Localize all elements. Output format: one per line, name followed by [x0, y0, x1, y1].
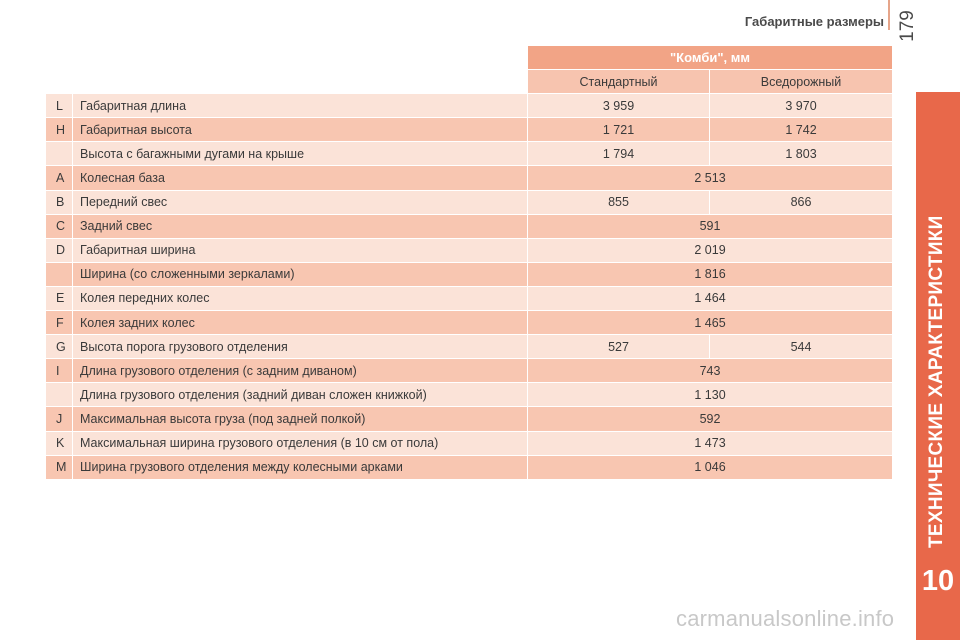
row-code: L [45, 93, 73, 119]
row-code: K [45, 430, 73, 456]
row-label: Задний свес [72, 213, 528, 239]
row-label: Габаритная длина [72, 93, 528, 119]
row-code [45, 382, 73, 408]
row-value-standard: 527 [527, 334, 710, 360]
table-row: L Габаритная длина 3 959 3 970 [45, 93, 893, 119]
table-row: G Высота порога грузового отделения 527 544 [45, 334, 893, 360]
column-header-standard: Стандартный [527, 69, 710, 95]
row-value-offroad: 866 [709, 189, 893, 215]
table-row: H Габаритная высота 1 721 1 742 [45, 117, 893, 143]
row-value-offroad: 1 803 [709, 141, 893, 167]
row-label: Передний свес [72, 189, 528, 215]
table-column-header-row: Стандартный Вседорожный [45, 69, 893, 95]
column-header-offroad: Вседорожный [709, 69, 893, 95]
row-label: Длина грузового отделения (с задним дива… [72, 358, 528, 384]
row-code: M [45, 454, 73, 480]
table-row: Ширина (со сложенными зеркалами) 1 816 [45, 261, 893, 287]
row-code [45, 261, 73, 287]
row-label: Ширина (со сложенными зеркалами) [72, 261, 528, 287]
row-label: Высота с багажными дугами на крыше [72, 141, 528, 167]
table-row: E Колея передних колес 1 464 [45, 285, 893, 312]
table-row: C Задний свес 591 [45, 213, 893, 239]
row-label: Колесная база [72, 165, 528, 191]
table-row: M Ширина грузового отделения между колесн… [45, 454, 893, 480]
table-row: B Передний свес 855 866 [45, 189, 893, 215]
row-value-offroad: 1 742 [709, 117, 893, 143]
chapter-title: ТЕХНИЧЕСКИЕ ХАРАКТЕРИСТИКИ [926, 215, 947, 548]
chapter-number: 10 [921, 565, 955, 597]
row-label: Максимальная высота груза (под задней по… [72, 406, 528, 432]
blank-cell [45, 44, 528, 71]
row-label: Высота порога грузового отделения [72, 334, 528, 360]
row-label: Габаритная ширина [72, 237, 528, 263]
table-row: I Длина грузового отделения (с задним див… [45, 358, 893, 384]
row-value-standard: 1 721 [527, 117, 710, 143]
row-code: F [45, 310, 73, 336]
page-number: 179 [897, 10, 918, 42]
row-value: 1 816 [527, 261, 893, 287]
row-code: A [45, 165, 73, 191]
row-value: 2 513 [527, 165, 893, 191]
row-value: 1 464 [527, 285, 893, 312]
header-divider [888, 0, 890, 30]
row-label: Длина грузового отделения (задний диван … [72, 382, 528, 408]
table-row: Высота с багажными дугами на крыше 1 794 1… [45, 141, 893, 167]
row-value: 1 130 [527, 382, 893, 408]
row-code: J [45, 406, 73, 432]
watermark: carmanualsonline.info [676, 606, 895, 631]
row-label: Габаритная высота [72, 117, 528, 143]
table-row: J Максимальная высота груза (под задней п… [45, 406, 893, 432]
row-value: 592 [527, 406, 893, 432]
row-code: I [45, 358, 73, 384]
row-value-standard: 1 794 [527, 141, 710, 167]
row-code: B [45, 189, 73, 215]
row-value-standard: 855 [527, 189, 710, 215]
row-value-offroad: 3 970 [709, 93, 893, 119]
table-row: K Максимальная ширина грузового отделения… [45, 430, 893, 456]
row-code: H [45, 117, 73, 143]
blank-cell [45, 69, 528, 95]
table-row: F Колея задних колес 1 465 [45, 310, 893, 336]
row-value: 1 046 [527, 454, 893, 480]
table-row: Длина грузового отделения (задний диван … [45, 382, 893, 408]
row-label: Максимальная ширина грузового отделения … [72, 430, 528, 456]
row-value: 1 465 [527, 310, 893, 336]
row-value: 743 [527, 358, 893, 384]
row-code [45, 141, 73, 167]
running-head: Габаритные размеры [744, 14, 884, 29]
row-value: 591 [527, 213, 893, 239]
row-value-standard: 3 959 [527, 93, 710, 119]
row-code: C [45, 213, 73, 239]
table-group-header-row: "Комби", мм [45, 44, 893, 71]
row-value: 2 019 [527, 237, 893, 263]
row-value: 1 473 [527, 430, 893, 456]
row-label: Колея задних колес [72, 310, 528, 336]
table-row: D Габаритная ширина 2 019 [45, 237, 893, 263]
row-code: D [45, 237, 73, 263]
chapter-tab [916, 92, 960, 640]
dimensions-table: "Комби", мм Стандартный Вседорожный L Габ… [45, 44, 893, 480]
row-label: Ширина грузового отделения между колесны… [72, 454, 528, 480]
group-header: "Комби", мм [527, 44, 893, 71]
row-label: Колея передних колес [72, 285, 528, 312]
row-code: E [45, 285, 73, 312]
table-row: A Колесная база 2 513 [45, 165, 893, 191]
row-code: G [45, 334, 73, 360]
row-value-offroad: 544 [709, 334, 893, 360]
